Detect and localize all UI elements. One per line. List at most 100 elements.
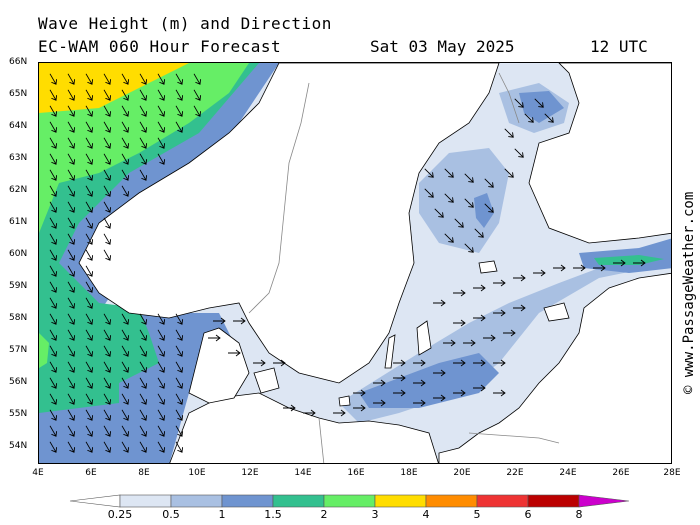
- direction-arrow: [139, 137, 148, 149]
- direction-arrow: [103, 393, 112, 405]
- direction-arrow: [175, 89, 184, 101]
- border-norway-sweden: [248, 82, 310, 314]
- direction-arrow: [103, 137, 112, 149]
- lat-label: 60N: [9, 249, 28, 259]
- direction-arrow: [484, 203, 494, 213]
- direction-arrow: [514, 148, 524, 158]
- direction-arrow: [49, 185, 58, 197]
- direction-arrow: [103, 313, 112, 325]
- lon-label: 8E: [138, 468, 150, 478]
- direction-arrow: [67, 377, 76, 389]
- lat-label: 58N: [9, 313, 28, 323]
- direction-arrow: [85, 297, 94, 309]
- direction-arrow: [175, 425, 184, 437]
- direction-arrow: [175, 361, 184, 373]
- colorbar-segment: [170, 494, 223, 508]
- direction-arrow: [49, 441, 58, 453]
- direction-arrow: [49, 169, 58, 181]
- direction-arrow: [49, 105, 58, 117]
- direction-arrow: [533, 269, 546, 277]
- direction-arrow: [67, 313, 76, 325]
- direction-arrow: [121, 329, 130, 341]
- direction-arrow: [273, 359, 286, 367]
- direction-arrow: [474, 228, 484, 238]
- direction-arrow: [393, 374, 406, 382]
- direction-arrow: [333, 409, 346, 417]
- direction-arrow: [67, 201, 76, 213]
- lon-label: 20E: [453, 468, 471, 478]
- direction-arrow: [175, 409, 184, 421]
- direction-arrow: [67, 265, 76, 277]
- direction-arrow: [121, 73, 130, 85]
- direction-arrow: [49, 121, 58, 133]
- border-sweden-finland: [498, 72, 520, 124]
- colorbar-label: 1.5: [264, 508, 282, 521]
- direction-arrow: [193, 89, 202, 101]
- colorbar-segment: [323, 494, 376, 508]
- direction-arrow: [373, 379, 386, 387]
- lat-label: 56N: [9, 377, 28, 387]
- colorbar-label: 3: [371, 508, 379, 521]
- direction-arrow: [121, 441, 130, 453]
- direction-arrow: [139, 345, 148, 357]
- direction-arrow: [453, 319, 466, 327]
- direction-arrow: [157, 425, 166, 437]
- wave-zone-3-4: [39, 63, 189, 113]
- lon-label: 14E: [294, 468, 312, 478]
- direction-arrow: [49, 233, 58, 245]
- land-saaremaa: [543, 302, 570, 322]
- direction-arrow: [443, 339, 456, 347]
- direction-arrow: [67, 281, 76, 293]
- direction-arrow: [175, 377, 184, 389]
- direction-arrow: [139, 153, 148, 165]
- direction-arrow: [121, 105, 130, 117]
- direction-arrow: [67, 425, 76, 437]
- colorbar-segment: [425, 494, 478, 508]
- lat-label: 57N: [9, 345, 28, 355]
- direction-arrow: [413, 399, 426, 407]
- direction-arrow: [175, 441, 184, 453]
- direction-arrow: [67, 345, 76, 357]
- direction-arrow: [454, 218, 464, 228]
- direction-arrow: [103, 153, 112, 165]
- direction-arrow: [85, 89, 94, 101]
- colorbar-high-arrow: [578, 494, 630, 508]
- direction-arrow: [503, 329, 516, 337]
- direction-arrow: [49, 201, 58, 213]
- direction-arrow: [593, 264, 606, 272]
- direction-arrow: [175, 121, 184, 133]
- direction-arrow: [139, 393, 148, 405]
- direction-arrow: [85, 361, 94, 373]
- direction-arrow: [424, 188, 434, 198]
- direction-arrow: [513, 274, 526, 282]
- direction-arrow: [413, 359, 426, 367]
- direction-arrow: [157, 73, 166, 85]
- direction-arrow: [157, 137, 166, 149]
- colorbar-segment: [119, 494, 172, 508]
- direction-arrow: [85, 281, 94, 293]
- direction-arrow: [85, 409, 94, 421]
- direction-arrow: [49, 329, 58, 341]
- direction-arrow: [493, 309, 506, 317]
- forecast-time: 12 UTC: [590, 37, 648, 56]
- direction-arrow: [473, 314, 486, 322]
- lon-label: 24E: [559, 468, 577, 478]
- direction-arrow: [139, 425, 148, 437]
- direction-arrow: [175, 105, 184, 117]
- direction-arrow: [49, 265, 58, 277]
- credit-text: © www.PassageWeather.com: [681, 192, 697, 394]
- direction-arrow: [49, 409, 58, 421]
- colorbar-segments: [69, 494, 630, 508]
- direction-arrow: [139, 441, 148, 453]
- land-scandinavia: [78, 63, 500, 384]
- colorbar-segment: [527, 494, 580, 508]
- lat-label: 59N: [9, 281, 28, 291]
- direction-arrow: [49, 281, 58, 293]
- direction-arrow: [157, 153, 166, 165]
- colorbar-label: 8: [575, 508, 583, 521]
- direction-arrow: [103, 233, 112, 245]
- forecast-date: Sat 03 May 2025: [370, 37, 515, 56]
- direction-arrow: [103, 441, 112, 453]
- lon-label: 12E: [241, 468, 259, 478]
- direction-arrow: [139, 361, 148, 373]
